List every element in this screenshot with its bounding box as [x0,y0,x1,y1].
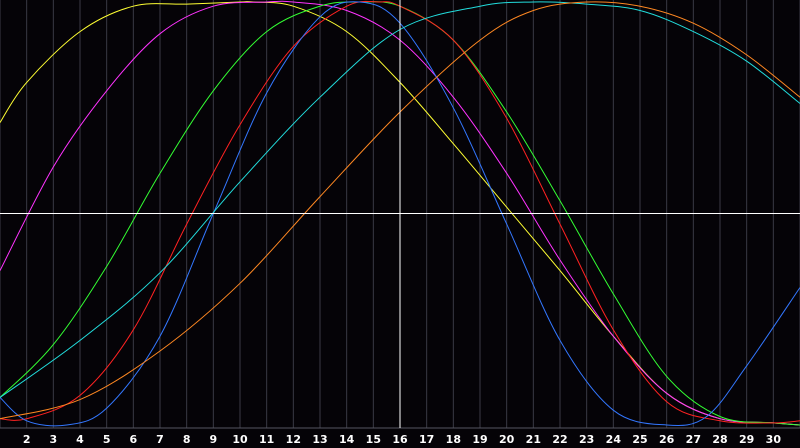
x-tick-label: 8 [183,433,191,446]
series-lines [0,0,800,427]
x-tick-label: 29 [739,433,754,446]
x-tick-label: 19 [472,433,487,446]
x-tick-label: 3 [50,433,58,446]
series-line-4 [0,0,800,424]
x-tick-label: 20 [499,433,515,446]
x-tick-label: 23 [579,433,594,446]
x-tick-label: 14 [339,433,355,446]
x-axis-ticks: 2 3 4 5 6 7 8 9 10 11 12 13 14 15 16 17 18 19 20 21 22 23 24 25… [23,433,781,446]
x-tick-label: 7 [156,433,164,446]
x-tick-label: 9 [210,433,218,446]
x-tick-label: 26 [659,433,675,446]
x-tick-label: 21 [526,433,541,446]
x-tick-label: 30 [766,433,782,446]
x-tick-label: 4 [76,433,84,446]
x-tick-label: 22 [552,433,567,446]
x-tick-label: 2 [23,433,31,446]
x-tick-label: 6 [130,433,138,446]
x-tick-label: 24 [606,433,622,446]
series-line-2 [0,0,800,426]
x-tick-label: 28 [712,433,727,446]
x-tick-label: 15 [366,433,381,446]
series-line-5 [0,1,800,427]
series-line-7 [0,1,800,420]
x-tick-label: 27 [686,433,701,446]
x-tick-label: 11 [259,433,274,446]
x-tick-label: 13 [312,433,327,446]
crosshair-cursor[interactable] [0,0,800,428]
x-tick-label: 5 [103,433,111,446]
series-line-6 [0,1,800,398]
x-tick-label: 17 [419,433,434,446]
x-tick-label: 12 [286,433,301,446]
x-tick-label: 18 [446,433,461,446]
x-tick-label: 25 [632,433,647,446]
x-tick-label: 16 [392,433,408,446]
x-tick-label: 10 [232,433,248,446]
